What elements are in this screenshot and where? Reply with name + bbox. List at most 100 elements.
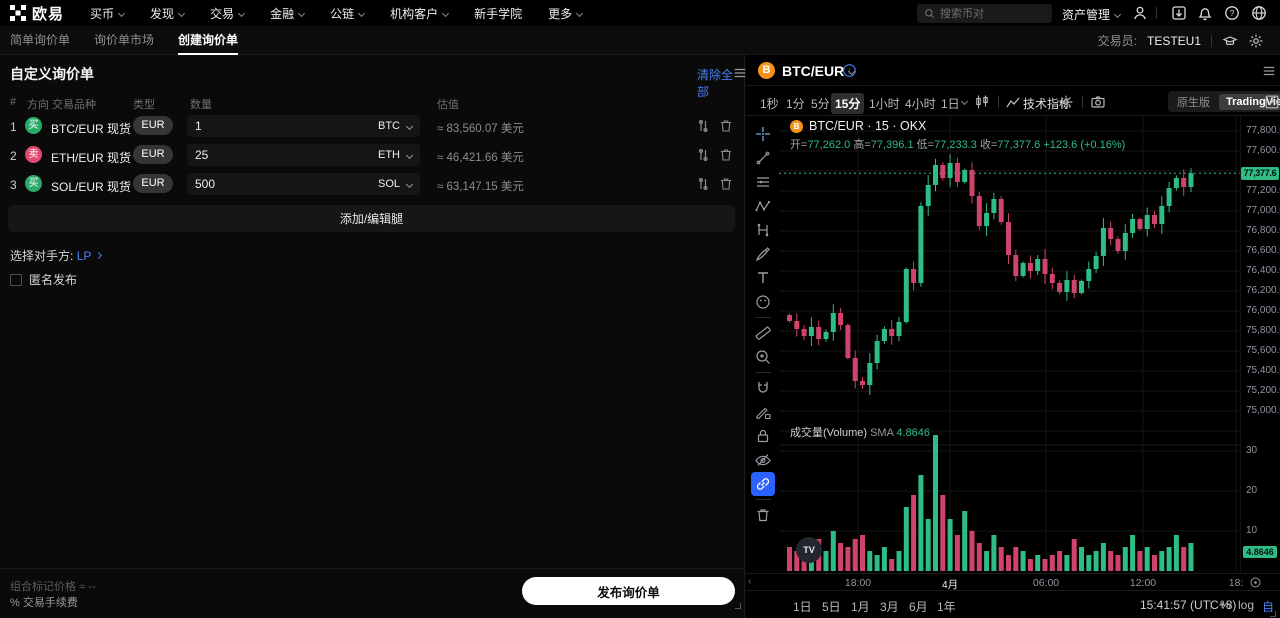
crosshair-tool-icon[interactable] (751, 122, 775, 146)
notifications-bell-icon[interactable] (1197, 5, 1213, 21)
drawing-mode-icon[interactable] (751, 400, 775, 424)
measure-ruler-icon[interactable] (751, 321, 775, 345)
percent-scale-button[interactable]: % (1220, 598, 1231, 612)
timeframe-1小时[interactable]: 1小时 (869, 97, 900, 111)
globe-language-icon[interactable] (1251, 5, 1267, 21)
unit-selector[interactable]: SOL (377, 178, 400, 190)
chevron-down-icon (576, 9, 584, 17)
text-tool-icon[interactable] (751, 266, 775, 290)
add-edit-leg-button[interactable]: 添加/编辑腿 (8, 205, 735, 232)
currency-pill[interactable]: EUR (133, 145, 173, 164)
scroll-left-arrow-icon[interactable]: ‹ (748, 576, 752, 587)
time-axis-label: 18: (1228, 577, 1244, 589)
range-1日[interactable]: 1日 (793, 600, 812, 614)
pair-selector[interactable]: ETH/EUR 现货 (51, 149, 145, 166)
nav-item-0[interactable]: 买币 (90, 5, 126, 22)
mode-native[interactable]: 原生版 (1177, 96, 1210, 109)
position-tool-icon[interactable] (751, 218, 775, 242)
scroll-to-realtime-icon[interactable] (1249, 576, 1262, 589)
timeframe-5分[interactable]: 5分 (811, 97, 830, 111)
range-3月[interactable]: 3月 (880, 600, 899, 614)
nav-item-2[interactable]: 交易 (210, 5, 246, 22)
remove-drawings-trash-icon[interactable] (751, 503, 775, 527)
timeframe-1日[interactable]: 1日 (941, 97, 960, 111)
range-5日[interactable]: 5日 (822, 600, 841, 614)
amount-input[interactable] (195, 119, 378, 133)
panel-menu-icon[interactable] (733, 66, 747, 80)
currency-pill[interactable]: EUR (133, 116, 173, 135)
timeframe-1秒[interactable]: 1秒 (760, 97, 779, 111)
chart-menu-icon[interactable] (1262, 64, 1276, 78)
range-1月[interactable]: 1月 (851, 600, 870, 614)
range-1年[interactable]: 1年 (937, 600, 956, 614)
swap-side-icon[interactable] (695, 176, 711, 192)
unit-selector[interactable]: BTC (378, 120, 400, 132)
nav-item-4[interactable]: 公链 (330, 5, 366, 22)
lock-drawings-icon[interactable] (751, 424, 775, 448)
okx-logo[interactable]: 欧易 (10, 3, 64, 24)
snapshot-camera-icon[interactable] (1090, 94, 1106, 110)
time-axis[interactable]: ‹ 18:00 4月 06:00 12:00 18: (746, 573, 1280, 591)
zoom-in-tool-icon[interactable] (751, 345, 775, 369)
pair-selector[interactable]: SOL/EUR 现货 (51, 178, 145, 195)
chart-settings-gear-icon[interactable] (1058, 94, 1074, 110)
swap-side-icon[interactable] (695, 118, 711, 134)
delete-leg-trash-icon[interactable] (718, 176, 734, 192)
nav-item-1[interactable]: 发现 (150, 5, 186, 22)
trader-label: 交易员: (1097, 34, 1137, 48)
nav-item-7[interactable]: 更多 (548, 5, 584, 22)
subnav-tab-0[interactable]: 简单询价单 (10, 32, 71, 47)
pair-selector[interactable]: BTC/EUR 现货 (51, 120, 145, 137)
timeframe-4小时[interactable]: 4小时 (905, 97, 936, 111)
assets-menu[interactable]: 资产管理 (1062, 6, 1122, 23)
subnav-tab-2[interactable]: 创建询价单 (178, 26, 239, 55)
resize-handle[interactable] (1270, 611, 1276, 617)
amount-input[interactable] (195, 148, 378, 162)
anonymous-checkbox[interactable] (10, 273, 22, 286)
indicators-label[interactable]: 技术指标 (1023, 97, 1072, 111)
indicators-icon[interactable] (1005, 95, 1021, 111)
emoji-tool-icon[interactable] (751, 290, 775, 314)
info-icon[interactable]: i (842, 63, 857, 78)
nav-item-6[interactable]: 新手学院 (474, 6, 523, 21)
delete-leg-trash-icon[interactable] (718, 147, 734, 163)
resize-handle[interactable] (735, 603, 741, 609)
search-box[interactable] (917, 4, 1052, 23)
nav-item-3[interactable]: 金融 (270, 5, 306, 22)
magnet-tool-icon[interactable] (751, 376, 775, 400)
amount-input[interactable] (195, 177, 378, 191)
hide-drawings-eye-icon[interactable] (751, 448, 775, 472)
settings-gear-icon[interactable] (1248, 33, 1264, 49)
trader-hat-icon[interactable] (1222, 33, 1238, 49)
download-app-icon[interactable] (1171, 5, 1187, 21)
pattern-tool-icon[interactable] (751, 194, 775, 218)
fib-lines-tool-icon[interactable] (751, 170, 775, 194)
candlestick-chart[interactable] (779, 116, 1240, 573)
publish-rfq-button[interactable]: 发布询价单 (522, 577, 735, 605)
range-6月[interactable]: 6月 (909, 600, 928, 614)
unit-selector[interactable]: ETH (378, 149, 400, 161)
currency-pill[interactable]: EUR (133, 174, 173, 193)
search-input[interactable] (940, 7, 1040, 20)
candle-style-icon[interactable] (974, 94, 990, 110)
sync-drawings-link-icon[interactable] (750, 472, 775, 496)
trendline-tool-icon[interactable] (751, 146, 775, 170)
price-axis[interactable]: 77,800.0 77,600.0 77,200.0 77,000.0 76,800.0… (1240, 116, 1280, 573)
delete-leg-trash-icon[interactable] (718, 118, 734, 134)
trader-name: TESTEU1 (1146, 33, 1201, 48)
swap-side-icon[interactable] (695, 147, 711, 163)
help-icon[interactable]: ? (1224, 5, 1240, 21)
timeframe-15分[interactable]: 15分 (831, 93, 865, 114)
counterparty-value[interactable]: LP (76, 249, 92, 263)
clear-all-link[interactable]: 清除全部 (697, 68, 734, 99)
timeframe-1分[interactable]: 1分 (786, 97, 805, 111)
nav-item-5[interactable]: 机构客户 (390, 5, 450, 22)
subnav-tab-1[interactable]: 询价单市场 (94, 32, 155, 47)
price-axis-label: 76,000.0 (1246, 305, 1280, 316)
fullscreen-icon[interactable] (1264, 94, 1280, 110)
log-scale-button[interactable]: log (1238, 598, 1255, 612)
clock[interactable]: 15:41:57 (UTC+8) (1140, 598, 1237, 612)
user-icon[interactable] (1132, 5, 1148, 21)
symbol-selector[interactable]: BTC/EUR (782, 63, 856, 79)
brush-tool-icon[interactable] (751, 242, 775, 266)
